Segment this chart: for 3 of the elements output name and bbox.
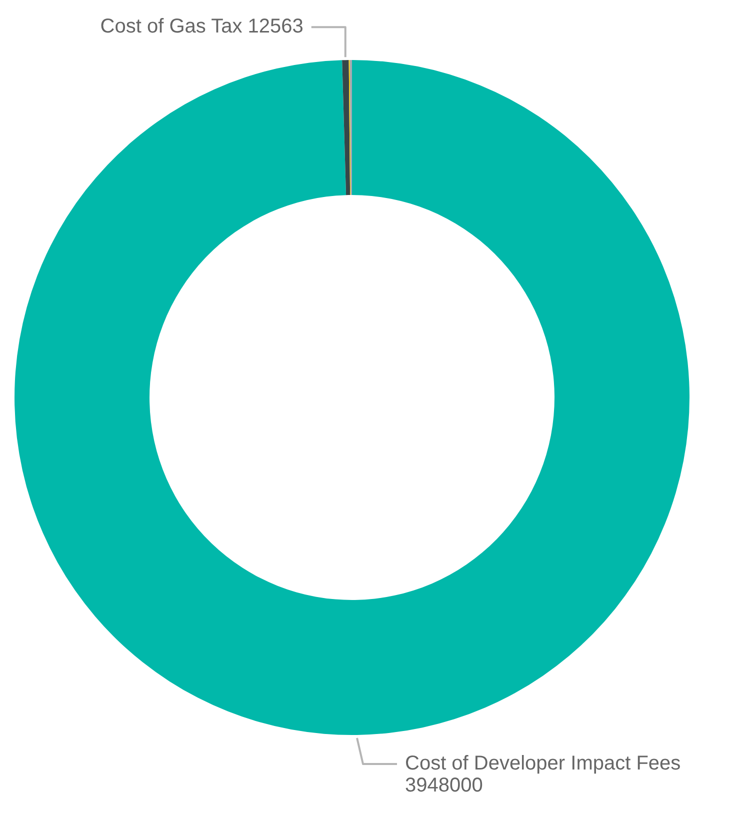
slice-label: Cost of Developer Impact Fees [405, 752, 681, 774]
slice-label: Cost of Gas Tax 12563 [100, 16, 304, 38]
data-label: 3948000 [405, 774, 483, 796]
